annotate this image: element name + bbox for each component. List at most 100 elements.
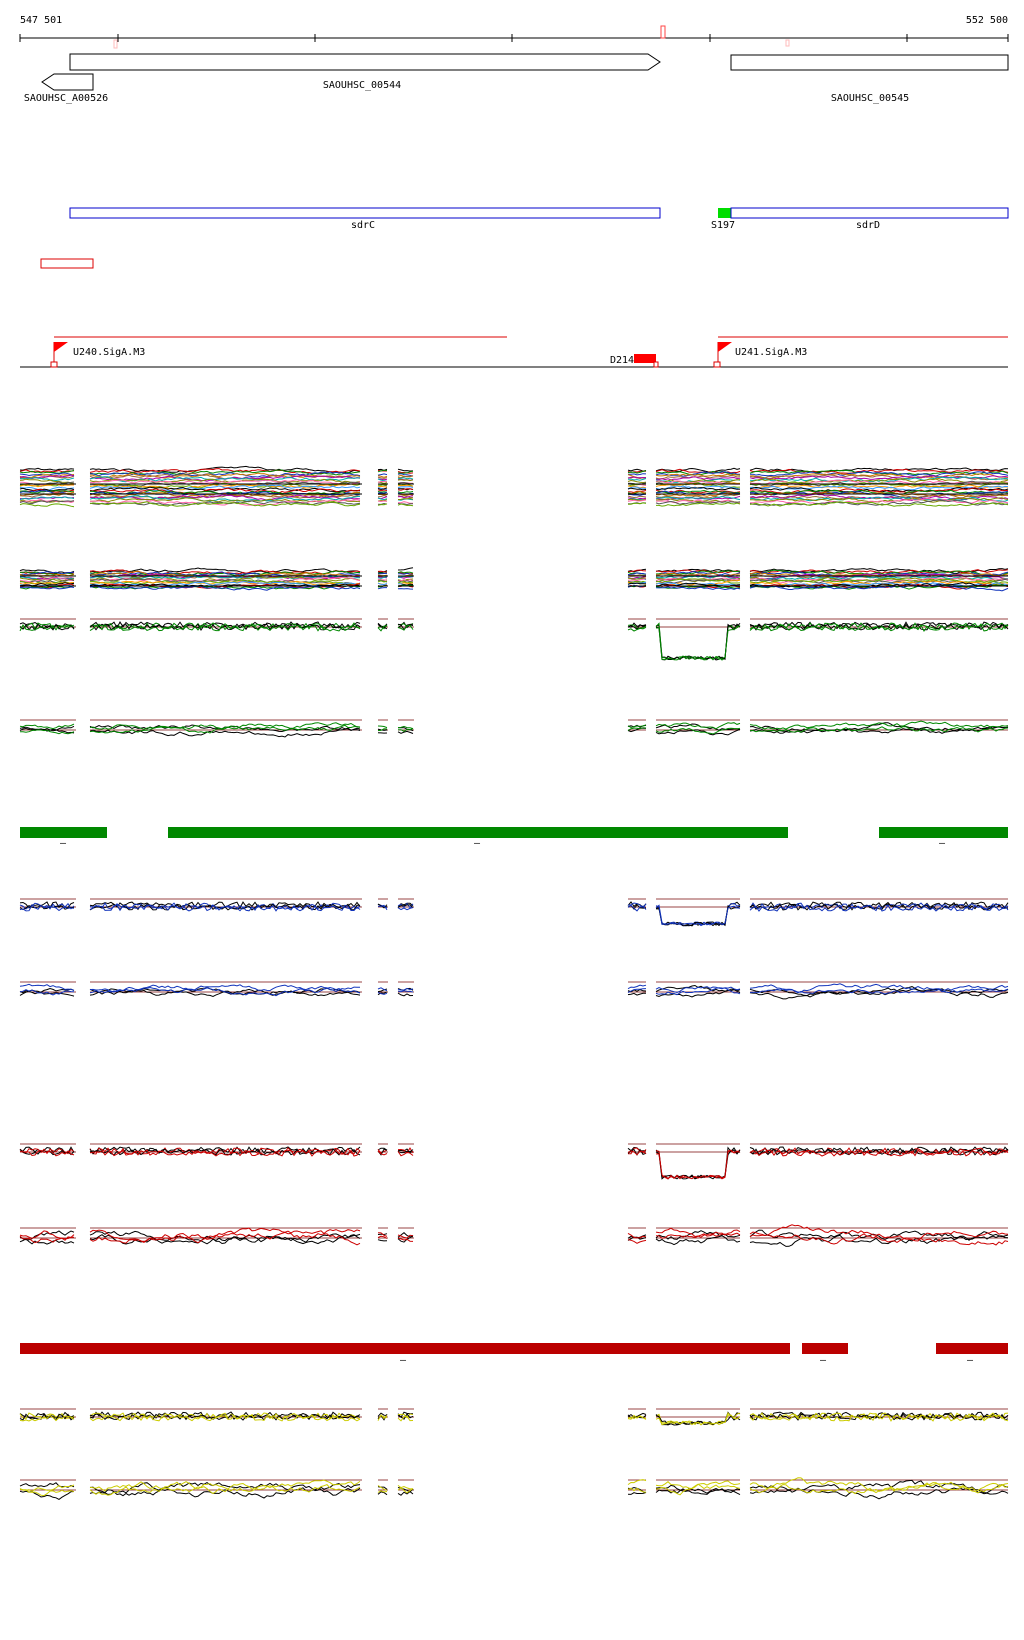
segment-green[interactable] bbox=[168, 827, 788, 838]
promoter-u241[interactable]: U241.SigA.M3 bbox=[713, 342, 807, 368]
signal-trace bbox=[377, 987, 388, 992]
signal-trace bbox=[655, 578, 741, 584]
ruler-marker-faint bbox=[113, 39, 118, 49]
signal-trace bbox=[89, 727, 361, 738]
signal-trace bbox=[627, 622, 647, 628]
signal-trace bbox=[377, 1485, 388, 1491]
feature-unlabeled[interactable] bbox=[40, 258, 94, 269]
signal-trace bbox=[397, 497, 414, 500]
signal-trace bbox=[397, 1234, 414, 1243]
signal-trace bbox=[377, 570, 388, 573]
promoter-base bbox=[50, 361, 58, 368]
signal-trace bbox=[377, 468, 388, 471]
feature-s197[interactable] bbox=[718, 208, 731, 218]
gene-arrow[interactable] bbox=[69, 53, 661, 71]
signal-trace bbox=[377, 476, 388, 479]
segment-green[interactable] bbox=[20, 827, 107, 838]
signal-trace bbox=[627, 569, 647, 573]
signal-trace bbox=[377, 487, 388, 491]
promoter-u240[interactable]: U240.SigA.M3 bbox=[50, 342, 145, 368]
signal-trace bbox=[377, 1235, 388, 1239]
signal-trace bbox=[627, 992, 646, 996]
signal-trace bbox=[627, 1150, 647, 1156]
signal-trace bbox=[749, 1147, 1009, 1155]
signal-trace bbox=[655, 727, 741, 735]
signal-trace bbox=[19, 498, 75, 504]
gene-arrow[interactable] bbox=[730, 54, 1009, 71]
gene-arrow[interactable] bbox=[41, 73, 94, 91]
ruler-marker bbox=[660, 25, 666, 39]
signal-trace bbox=[655, 489, 741, 494]
signal-trace bbox=[655, 572, 741, 577]
signal-trace bbox=[19, 486, 75, 491]
signal-trace bbox=[89, 1149, 361, 1157]
signal-trace bbox=[397, 477, 414, 480]
signal-trace bbox=[377, 503, 388, 506]
terminator-box[interactable] bbox=[634, 354, 656, 363]
gene-saouhsc-00544[interactable]: SAOUHSC_00544 bbox=[69, 53, 661, 91]
signal-trace bbox=[398, 728, 414, 732]
segment-red[interactable] bbox=[20, 1343, 790, 1354]
signal-trace bbox=[19, 1488, 75, 1497]
signal-trace bbox=[89, 479, 361, 486]
segment-mark: – bbox=[967, 1355, 974, 1366]
signal-trace bbox=[19, 476, 75, 482]
segment-mark: – bbox=[939, 838, 946, 849]
segment-green[interactable] bbox=[879, 827, 1008, 838]
signal-trace bbox=[749, 578, 1009, 584]
feature-sdrd[interactable] bbox=[730, 207, 1009, 219]
signal-trace bbox=[627, 989, 647, 993]
signal-trace bbox=[655, 1232, 741, 1239]
signal-trace bbox=[397, 479, 414, 482]
signal-trace bbox=[377, 570, 388, 574]
signal-trace bbox=[19, 577, 75, 583]
signal-trace bbox=[19, 729, 75, 735]
signal-trace bbox=[627, 1235, 647, 1240]
promoter-flag[interactable] bbox=[54, 342, 68, 352]
signal-trace bbox=[749, 467, 1009, 474]
segment-red[interactable] bbox=[936, 1343, 1008, 1354]
segment-track-red: – – – bbox=[20, 1343, 1008, 1366]
signal-trace bbox=[397, 725, 414, 730]
signal-trace bbox=[89, 575, 361, 580]
ruler-marker-faint bbox=[785, 39, 790, 47]
gene-saouhsc-00545[interactable]: SAOUHSC_00545 bbox=[730, 54, 1009, 104]
signal-trace bbox=[377, 988, 388, 993]
segment-red[interactable] bbox=[802, 1343, 848, 1354]
signal-trace bbox=[749, 726, 1009, 733]
signal-trace bbox=[627, 568, 647, 573]
signal-trace bbox=[89, 1231, 361, 1246]
promoter-flag[interactable] bbox=[718, 342, 732, 352]
signal-trace bbox=[89, 501, 361, 507]
signal-trace bbox=[749, 1224, 1009, 1242]
signal-trace bbox=[89, 1227, 361, 1243]
signal-trace bbox=[627, 1479, 647, 1486]
signal-trace bbox=[89, 465, 361, 474]
signal-trace bbox=[19, 467, 75, 471]
signal-trace bbox=[89, 579, 361, 586]
signal-trace bbox=[19, 1490, 75, 1500]
signal-trace bbox=[397, 1151, 414, 1157]
signal-trace bbox=[749, 1234, 1009, 1247]
signal-trace bbox=[750, 487, 1009, 494]
signal-trace bbox=[749, 1482, 1009, 1495]
gene-saouhsc-a00526[interactable]: SAOUHSC_A00526 bbox=[24, 73, 108, 104]
signal-trace bbox=[377, 475, 388, 478]
terminator-d214[interactable]: D214 bbox=[610, 354, 659, 368]
signal-trace bbox=[627, 578, 647, 582]
signal-trace bbox=[19, 723, 75, 730]
signal-trace bbox=[397, 990, 414, 993]
signal-trace bbox=[627, 727, 647, 731]
feature-sdrc[interactable] bbox=[69, 207, 661, 219]
segment-mark: – bbox=[820, 1355, 827, 1366]
signal-trace bbox=[377, 487, 388, 491]
signal-trace bbox=[89, 1487, 361, 1499]
signal-trace bbox=[19, 904, 75, 911]
signal-trace bbox=[655, 989, 741, 998]
signal-trace bbox=[397, 907, 414, 911]
segment-mark: – bbox=[474, 838, 481, 849]
signal-trace bbox=[377, 580, 388, 583]
signal-trace bbox=[749, 1229, 1009, 1241]
signal-trace bbox=[397, 484, 414, 487]
signal-trace bbox=[749, 491, 1008, 497]
